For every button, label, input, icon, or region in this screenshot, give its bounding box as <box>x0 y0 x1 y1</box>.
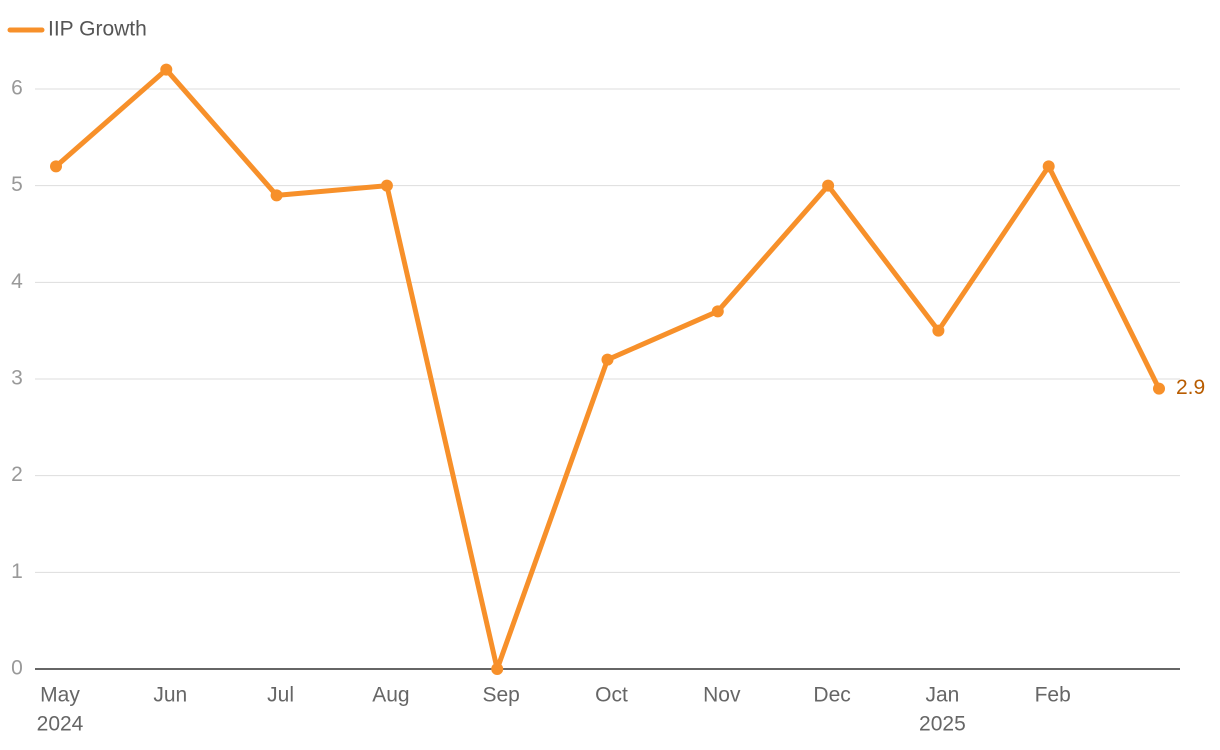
y-tick-label: 5 <box>11 173 23 196</box>
data-point <box>160 63 173 76</box>
x-tick-label: Jun <box>153 684 187 707</box>
y-tick-label: 3 <box>11 367 23 390</box>
data-point <box>822 179 835 192</box>
y-tick-label: 6 <box>11 77 23 100</box>
y-tick-label: 2 <box>11 463 23 486</box>
data-point <box>601 353 614 366</box>
x-tick-label: Nov <box>703 684 741 707</box>
data-label: 2.9 <box>1176 376 1205 399</box>
x-year-label: 2025 <box>919 713 966 736</box>
legend-label: IIP Growth <box>48 18 147 41</box>
series-line <box>54 67 1162 672</box>
data-point <box>380 179 393 192</box>
data-point <box>1153 382 1165 395</box>
x-tick-label: Jan <box>925 684 959 707</box>
data-point <box>1042 160 1055 173</box>
x-year-label: 2024 <box>37 713 84 736</box>
data-point <box>491 663 504 675</box>
x-tick-label: Dec <box>813 684 850 707</box>
data-point <box>932 324 945 337</box>
y-tick-label: 4 <box>11 270 23 293</box>
data-point <box>711 305 724 318</box>
x-tick-label: Oct <box>595 684 628 707</box>
x-tick-label: Jul <box>267 684 294 707</box>
data-point <box>50 160 62 173</box>
y-tick-label: 1 <box>11 560 23 583</box>
y-tick-label: 0 <box>11 657 23 680</box>
x-tick-label: Feb <box>1035 684 1071 707</box>
data-point <box>270 189 283 202</box>
x-tick-label: Sep <box>483 684 520 707</box>
x-tick-label: May <box>40 684 80 707</box>
x-tick-label: Aug <box>372 684 409 707</box>
